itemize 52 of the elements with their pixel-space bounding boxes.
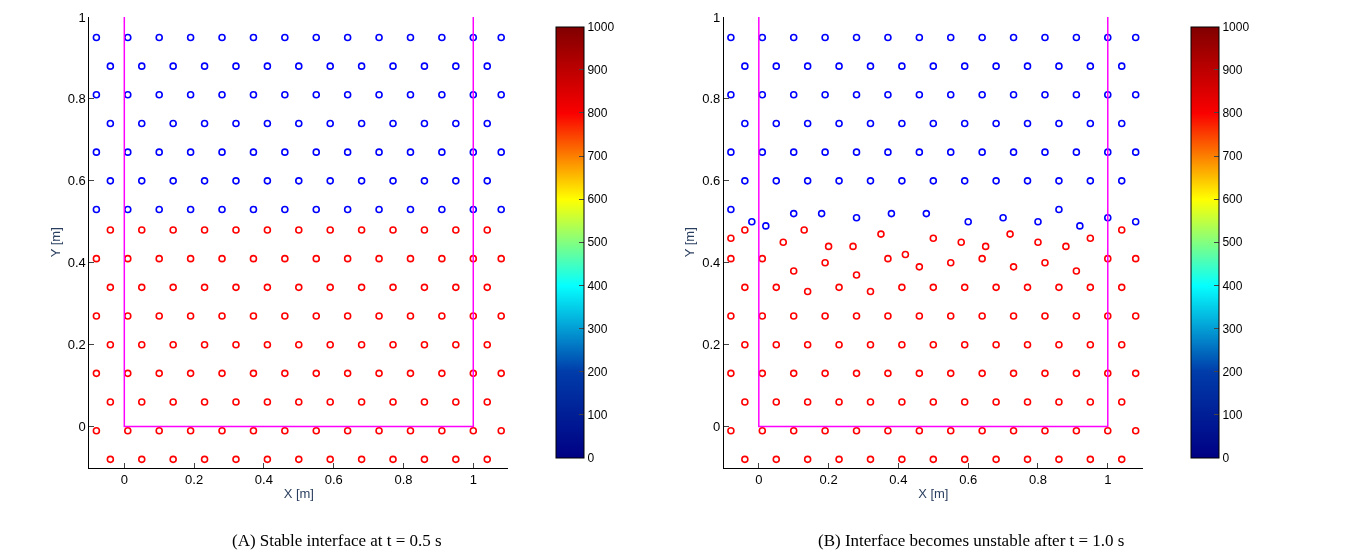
color-bar-label: 600 bbox=[1222, 192, 1243, 207]
y-tick-label: 0.6 bbox=[702, 173, 721, 189]
color-bar-label: 100 bbox=[1222, 407, 1243, 422]
x-tick-label: 1 bbox=[469, 472, 477, 488]
color-bar-label: 200 bbox=[1222, 364, 1243, 379]
color-bar-label: 500 bbox=[587, 235, 608, 250]
y-axis-title: Y [m] bbox=[682, 227, 698, 258]
x-tick-label: 0 bbox=[120, 472, 128, 488]
color-bar-label: 900 bbox=[1222, 63, 1243, 78]
y-axis-title: Y [m] bbox=[47, 227, 63, 258]
y-tick-label: 0.8 bbox=[702, 91, 721, 107]
color-bar-label: 300 bbox=[1222, 321, 1243, 336]
color-bar-label: 1000 bbox=[1222, 19, 1250, 34]
y-tick-label: 0 bbox=[713, 419, 721, 435]
y-tick-label: 0.6 bbox=[67, 173, 86, 189]
color-bar-label: 900 bbox=[587, 63, 608, 78]
color-bar-label: 200 bbox=[587, 364, 608, 379]
x-tick-label: 0.8 bbox=[1028, 472, 1048, 488]
y-tick-label: 0.4 bbox=[67, 255, 86, 271]
x-axis-title: X [m] bbox=[283, 485, 314, 501]
color-bar-label: 1000 bbox=[587, 19, 615, 34]
x-tick-label: 0.6 bbox=[324, 472, 343, 488]
color-bar-label: 400 bbox=[1222, 278, 1243, 293]
y-tick-label: 0.8 bbox=[67, 91, 86, 107]
y-tick-label: 0.2 bbox=[702, 337, 721, 353]
y-tick-label: 0.4 bbox=[702, 255, 721, 271]
x-axis-title: X [m] bbox=[918, 485, 949, 501]
color-bar-label: 700 bbox=[587, 149, 608, 164]
x-tick-label: 0.4 bbox=[889, 472, 908, 488]
y-tick-label: 1 bbox=[78, 9, 86, 25]
color-bar-label: 800 bbox=[587, 106, 608, 121]
x-tick-label: 0 bbox=[755, 472, 763, 488]
x-tick-label: 0.2 bbox=[819, 472, 838, 488]
text: (B) Interface becomes unstable after t = 1.0 s bbox=[818, 531, 1125, 550]
color-bar-label: 400 bbox=[587, 278, 608, 293]
x-tick-label: 0.6 bbox=[959, 472, 978, 488]
color-bar-label: 800 bbox=[1222, 106, 1243, 121]
x-tick-label: 1 bbox=[1104, 472, 1112, 488]
x-tick-label: 0.8 bbox=[394, 472, 413, 488]
y-tick-label: 1 bbox=[713, 9, 721, 25]
y-tick-label: 0 bbox=[78, 419, 86, 435]
color-bar-label: 300 bbox=[587, 321, 608, 336]
color-bar-label: 0 bbox=[587, 450, 595, 465]
y-tick-label: 0.2 bbox=[67, 337, 86, 353]
x-tick-label: 0.4 bbox=[254, 472, 273, 488]
color-bar-label: 100 bbox=[587, 407, 608, 422]
text: (A) Stable interface at t = 0.5 s bbox=[232, 531, 442, 550]
color-bar-label: 700 bbox=[1222, 149, 1243, 164]
color-bar-label: 500 bbox=[1222, 235, 1243, 250]
color-bar-label: 0 bbox=[1222, 450, 1230, 465]
color-bar-label: 600 bbox=[587, 192, 608, 207]
x-tick-label: 0.2 bbox=[185, 472, 204, 488]
